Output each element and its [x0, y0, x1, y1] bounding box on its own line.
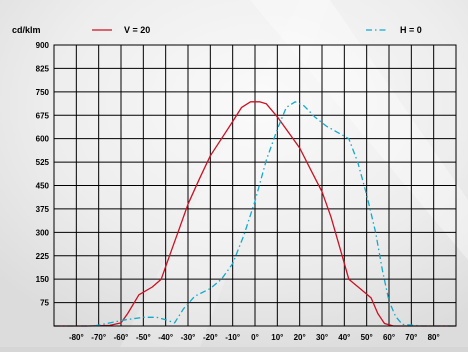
x-tick-label: 20° — [294, 333, 306, 342]
x-axis-ticks: -80° -70° -60° -50° -40° -30° -20° -10° 0° 10° 20°… — [69, 333, 440, 342]
x-tick-label: -40° — [158, 333, 173, 342]
x-tick-label: -70° — [91, 333, 106, 342]
x-tick-label: 50° — [361, 333, 373, 342]
y-axis-label: cd/klm — [12, 25, 41, 35]
y-tick-label: 675 — [36, 111, 50, 120]
series-line-v20 — [54, 101, 456, 327]
y-tick-label: 75 — [40, 299, 49, 308]
x-tick-label: -50° — [136, 333, 151, 342]
x-tick-label: -30° — [181, 333, 196, 342]
y-tick-label: 375 — [36, 205, 50, 214]
x-tick-label: 70° — [405, 333, 417, 342]
x-tick-label: 10° — [271, 333, 283, 342]
x-tick-label: -20° — [203, 333, 218, 342]
x-tick-label: 30° — [316, 333, 328, 342]
x-tick-label: 60° — [383, 333, 395, 342]
y-tick-label: 450 — [36, 182, 50, 191]
chart-series — [54, 101, 456, 327]
y-tick-label: 300 — [36, 228, 50, 237]
y-axis-ticks: 75 150 225 300 375 450 525 600 675 750 825 900 — [36, 41, 50, 308]
y-tick-label: 600 — [36, 135, 50, 144]
x-tick-label: -10° — [225, 333, 240, 342]
y-tick-label: 900 — [36, 41, 50, 50]
y-tick-label: 225 — [36, 252, 50, 261]
legend-label: H = 0 — [400, 25, 422, 35]
background-ray — [250, 0, 468, 260]
legend-label: V = 20 — [124, 25, 150, 35]
plot-frame — [53, 44, 457, 327]
x-tick-label: -60° — [114, 333, 129, 342]
x-tick-label: 80° — [428, 333, 440, 342]
chart-grid — [54, 44, 456, 326]
y-tick-label: 750 — [36, 88, 50, 97]
y-tick-label: 525 — [36, 158, 50, 167]
chart-legend: V = 20 H = 0 — [92, 25, 422, 35]
y-tick-label: 150 — [36, 275, 50, 284]
x-tick-label: 0° — [251, 333, 259, 342]
x-tick-label: -80° — [69, 333, 84, 342]
series-line-h0 — [54, 101, 456, 327]
y-tick-label: 825 — [36, 64, 50, 73]
x-tick-label: 40° — [338, 333, 350, 342]
